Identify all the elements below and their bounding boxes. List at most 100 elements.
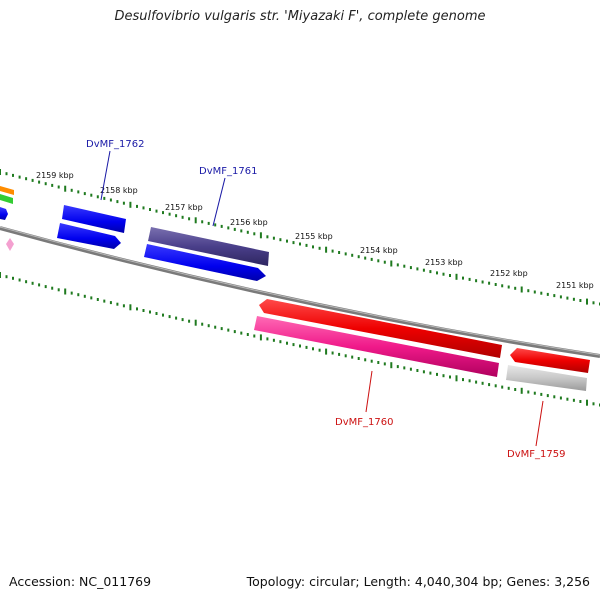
scale-tick [494,384,497,388]
scale-tick [488,383,491,387]
scale-tick [292,343,295,347]
scale-tick [422,268,425,272]
scale-tick [318,348,321,352]
scale-tick [246,230,249,234]
scale-tick [18,175,21,179]
scale-tick [416,267,419,271]
scale-tick [351,355,354,359]
scale-tick [586,298,588,305]
scale-tick [57,185,60,189]
gene-feature-dvmf-1759-cds[interactable] [506,365,587,391]
scale-tick [233,227,236,231]
gene-label-dvmf-1761[interactable]: DvMF_1761 [199,166,257,177]
scale-labels: 2159 kbp 2158 kbp 2157 kbp 2156 kbp 2155… [36,171,594,290]
scale-tick [429,371,432,375]
scale-label: 2151 kbp [556,281,594,290]
scale-tick [299,344,301,348]
scale-tick [559,295,562,299]
scale-tick [103,196,106,200]
gene-leader-line [212,177,226,227]
gene-feature-dvmf-1759[interactable] [510,348,590,373]
scale-tick [286,341,288,345]
scale-tick [194,319,197,326]
scale-tick [207,324,210,328]
scale-tick [272,236,275,240]
scale-tick [286,239,288,243]
scale-tick [429,270,432,274]
scale-tick [149,310,151,314]
scale-tick [168,212,171,216]
scale-tick [540,392,543,396]
scale-tick [266,235,269,239]
scale-tick [409,367,412,371]
edge-feature-green [0,194,13,204]
scale-tick [357,357,360,360]
scale-tick [227,328,230,332]
scale-tick [96,195,99,199]
scale-tick [77,190,80,194]
scale-tick [533,391,536,395]
scale-tick [31,281,34,285]
scale-tick [344,354,347,358]
gene-feature-dvmf-1761[interactable] [148,227,269,266]
scale-tick [64,288,67,295]
scale-tick [520,387,523,394]
scale-tick [501,385,504,389]
scale-tick [481,280,484,284]
scale-tick [462,378,464,382]
scale-label: 2158 kbp [100,186,138,195]
scale-tick [527,289,530,293]
scale-tick [90,193,93,197]
scale-tick [383,260,386,264]
scale-tick [279,238,282,242]
gene-feature-dvmf-1762[interactable] [62,205,126,233]
scale-tick [175,214,178,218]
gene-label-dvmf-1759[interactable]: DvMF_1759 [507,449,565,460]
scale-tick [96,298,99,301]
scale-tick [383,362,386,366]
gene-leader-line [100,150,111,201]
scale-tick [83,294,86,298]
scale-tick [279,340,282,344]
scale-tick [318,246,321,250]
scale-tick [377,259,380,263]
scale-tick [214,223,217,227]
gene-label-dvmf-1760[interactable]: DvMF_1760 [335,417,393,428]
scale-tick [0,272,1,278]
scale-tick [579,400,582,403]
genome-summary-text: Topology: circular; Length: 4,040,304 bp… [246,574,590,589]
gene-feature-dvmf-1762-cds[interactable] [57,223,121,249]
scale-tick [77,293,80,297]
scale-tick [325,348,328,355]
scale-tick [546,394,549,398]
scale-tick [90,296,93,300]
scale-tick [25,177,28,181]
scale-tick [44,182,47,186]
gene-feature-dvmf-1761-cds[interactable] [144,244,266,281]
scale-tick [194,217,197,224]
scale-tick [455,273,458,280]
scale-tick [299,242,301,246]
scale-tick [468,379,471,383]
scale-tick [12,173,14,177]
scale-tick [31,178,34,182]
scale-tick [25,280,28,284]
scale-tick [233,330,236,334]
scale-tick [520,286,523,293]
scale-tick [155,312,158,315]
scale-tick [175,316,178,320]
scale-tick [481,381,484,385]
scale-tick [390,362,393,369]
scale-tick [331,351,334,355]
scale-tick [109,301,112,305]
scale-tick [579,299,582,302]
scale-tick [396,263,399,267]
scale-tick [546,292,549,296]
scale-tick [129,304,132,311]
gene-feature-dvmf-1760[interactable] [259,299,502,358]
scale-label: 2159 kbp [36,171,74,180]
scale-tick [64,185,67,192]
gene-label-dvmf-1762[interactable]: DvMF_1762 [86,139,144,150]
gene-feature-dvmf-1760-cds[interactable] [254,316,499,377]
scale-tick [312,347,314,351]
